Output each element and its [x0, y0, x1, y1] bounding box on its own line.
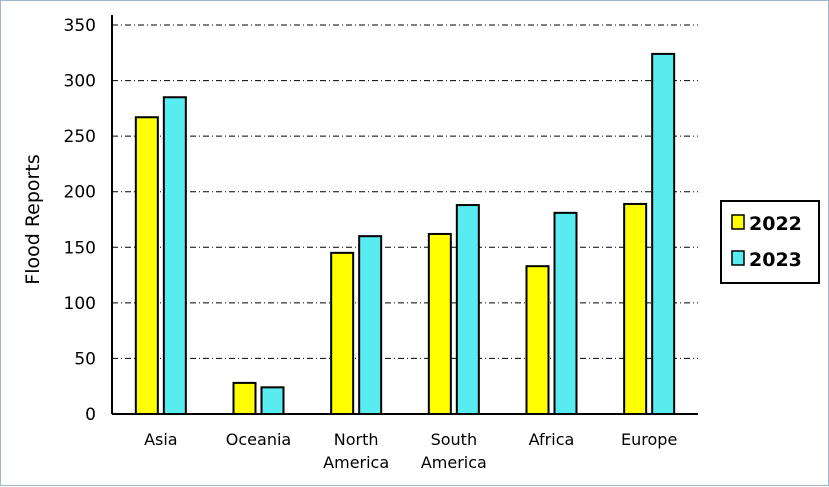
y-tick-label: 50: [74, 349, 96, 369]
y-tick-label: 300: [64, 72, 96, 92]
y-tick-label: 150: [64, 238, 96, 258]
bar-2022: [623, 202, 648, 415]
bar-2023: [358, 235, 383, 415]
y-tick-label: 250: [64, 127, 96, 147]
legend-swatch-2023: [731, 250, 745, 266]
x-tick-label: Asia: [144, 430, 178, 449]
bar-2023: [260, 386, 285, 415]
bar-2022: [427, 232, 452, 415]
bar-2022: [330, 251, 355, 415]
y-tick-label: 200: [64, 183, 96, 203]
x-tick-label: America: [421, 453, 487, 472]
bar-2023: [651, 52, 676, 415]
legend-swatch-2022: [731, 214, 745, 230]
y-tick-label: 350: [64, 16, 96, 36]
y-tick-label: 0: [85, 405, 96, 425]
bar-2022: [134, 116, 159, 416]
y-tick-label: 100: [64, 294, 96, 314]
x-tick-label: America: [323, 453, 389, 472]
legend-label-2023: 2023: [749, 249, 802, 271]
bar-2023: [162, 96, 187, 415]
x-tick-label: Oceania: [226, 430, 291, 449]
bar-2023: [553, 211, 578, 415]
legend-label-2022: 2022: [749, 213, 802, 235]
x-tick-label: Europe: [621, 430, 677, 449]
bar-2022: [232, 381, 257, 416]
y-axis-label: Flood Reports: [22, 154, 44, 284]
x-tick-label: South: [431, 430, 478, 449]
x-tick-label: Africa: [529, 430, 575, 449]
bar-2023: [455, 204, 480, 415]
x-tick-label: North: [334, 430, 379, 449]
bar-2022: [525, 265, 550, 415]
